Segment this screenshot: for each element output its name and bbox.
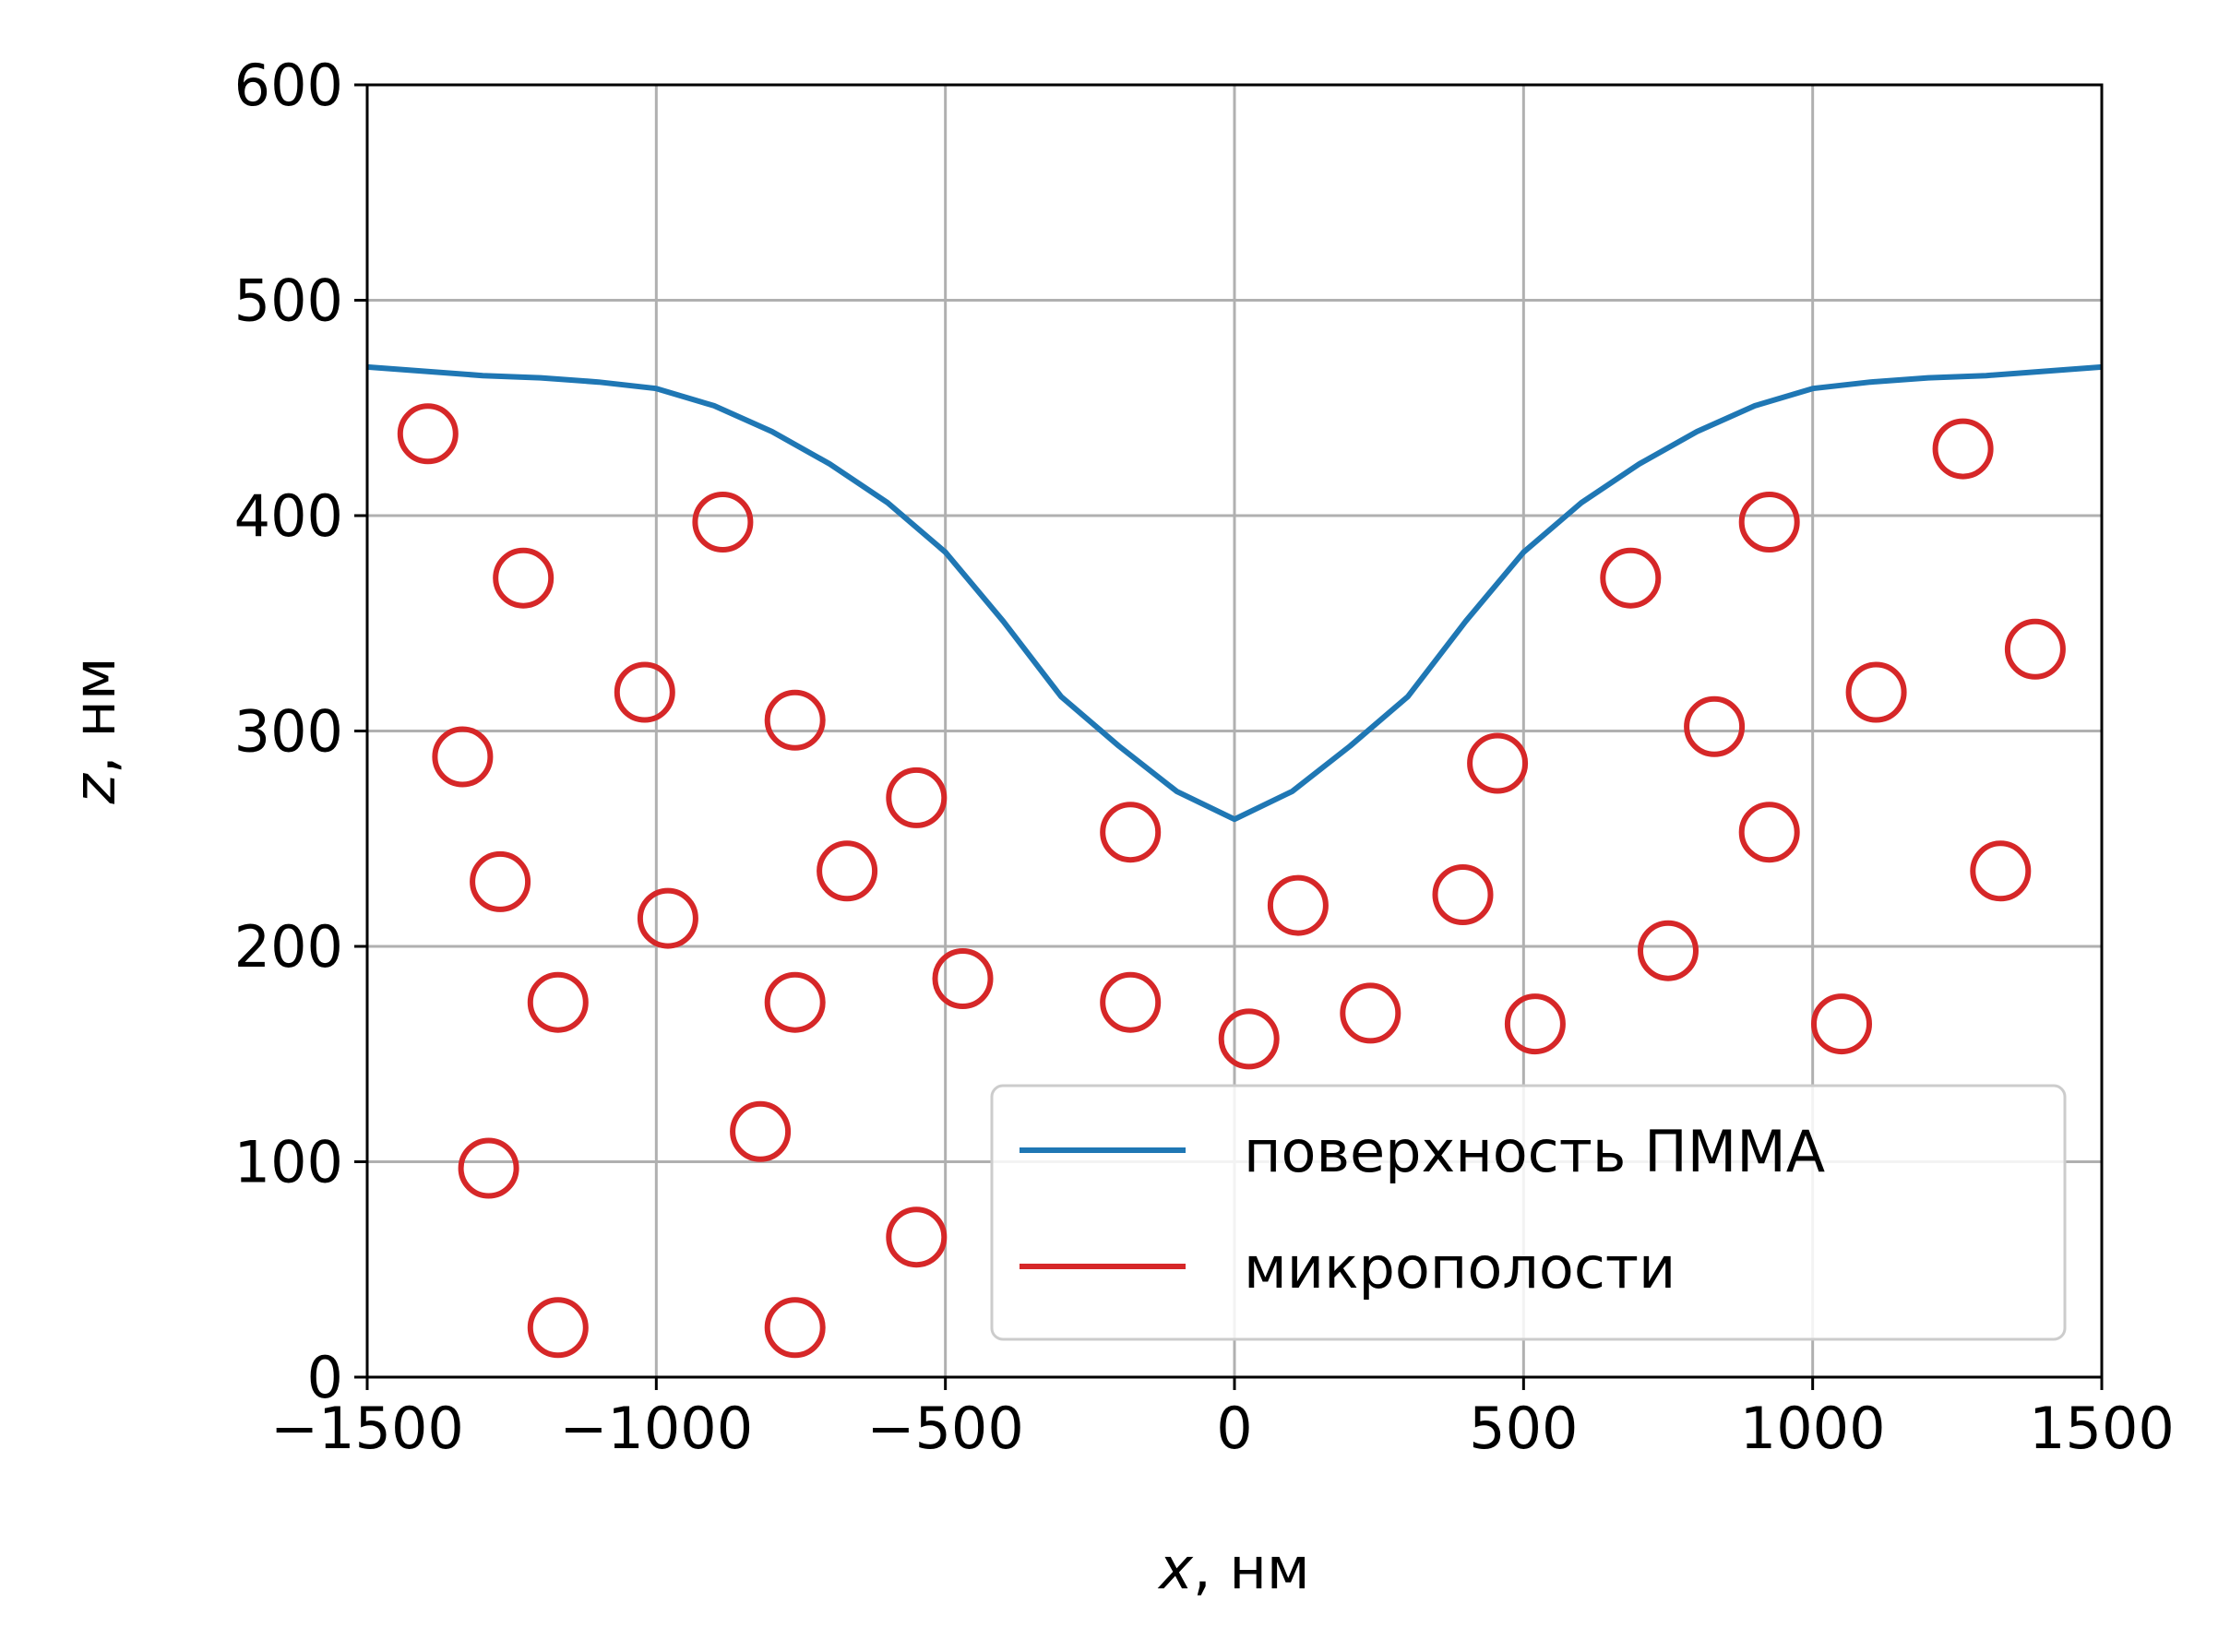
- data-point-void: [470, 850, 531, 912]
- data-point-void: [1100, 802, 1162, 863]
- data-point-void: [527, 1297, 589, 1359]
- x-tick-label: 500: [1469, 1395, 1578, 1462]
- legend-label-surface: поверхность ПММА: [1244, 1118, 1825, 1185]
- data-point-void: [1684, 695, 1746, 757]
- legend-label-voids: микрополости: [1244, 1234, 1675, 1301]
- y-tick-label: 200: [234, 913, 343, 981]
- x-tick-label: −1500: [270, 1395, 464, 1462]
- data-point-void: [817, 840, 878, 902]
- data-point-void: [1100, 971, 1162, 1033]
- data-point-void: [932, 948, 994, 1009]
- data-point-void: [886, 767, 948, 828]
- x-axis-label: x, нм: [1157, 1535, 1309, 1602]
- x-tick-label: −500: [867, 1395, 1024, 1462]
- legend: поверхность ПММА микрополости: [990, 1084, 2067, 1341]
- x-tick-label: −1000: [559, 1395, 753, 1462]
- data-point-void: [1218, 1008, 1280, 1070]
- data-point-void: [637, 887, 698, 949]
- y-tick-label: 100: [234, 1129, 343, 1196]
- data-point-void: [730, 1100, 792, 1162]
- data-point-void: [1970, 840, 2032, 902]
- data-point-void: [397, 403, 459, 465]
- data-point-void: [1340, 982, 1401, 1044]
- x-axis-label-var: x: [1157, 1535, 1194, 1602]
- data-point-void: [2004, 618, 2066, 680]
- data-point-void: [1811, 993, 1872, 1055]
- data-point-void: [493, 547, 555, 609]
- y-tick-label: 300: [234, 698, 343, 766]
- legend-box: [990, 1084, 2067, 1341]
- data-point-void: [1504, 993, 1566, 1055]
- data-point-void: [1738, 492, 1800, 553]
- data-point-void: [764, 1297, 826, 1359]
- data-point-void: [1600, 547, 1662, 609]
- y-axis-label-var: z: [61, 773, 128, 805]
- data-point-void: [764, 971, 826, 1033]
- data-point-void: [1845, 661, 1907, 723]
- x-tick-label: 1000: [1740, 1395, 1886, 1462]
- y-tick-label: 600: [234, 52, 343, 119]
- x-tick-label: 1500: [2029, 1395, 2175, 1462]
- data-point-void: [1932, 418, 1994, 480]
- data-point-void: [764, 689, 826, 751]
- data-point-void: [1267, 874, 1329, 936]
- data-point-void: [614, 661, 675, 723]
- data-point-void: [458, 1137, 519, 1199]
- y-axis-label-unit: , нм: [61, 657, 128, 774]
- data-point-void: [527, 971, 589, 1033]
- data-point-void: [1432, 864, 1494, 925]
- plot-area: [366, 363, 2103, 1359]
- data-point-void: [1738, 802, 1800, 863]
- data-point-void: [692, 492, 754, 553]
- y-tick-label: 400: [234, 482, 343, 550]
- data-point-void: [1638, 920, 1699, 981]
- y-axis-label: z, нм: [61, 657, 128, 804]
- data-point-void: [1467, 732, 1529, 794]
- y-tick-label: 0: [307, 1344, 343, 1411]
- data-point-void: [432, 726, 494, 788]
- series-line-surface: [366, 363, 2103, 823]
- axis-ticks: −1500 −1000 −500 0 500 1000 1500 0 100 200 300 400 5…: [234, 52, 2175, 1462]
- y-tick-label: 500: [234, 267, 343, 335]
- x-tick-label: 0: [1216, 1395, 1252, 1462]
- data-point-void: [886, 1206, 948, 1268]
- x-axis-label-unit: , нм: [1193, 1535, 1310, 1602]
